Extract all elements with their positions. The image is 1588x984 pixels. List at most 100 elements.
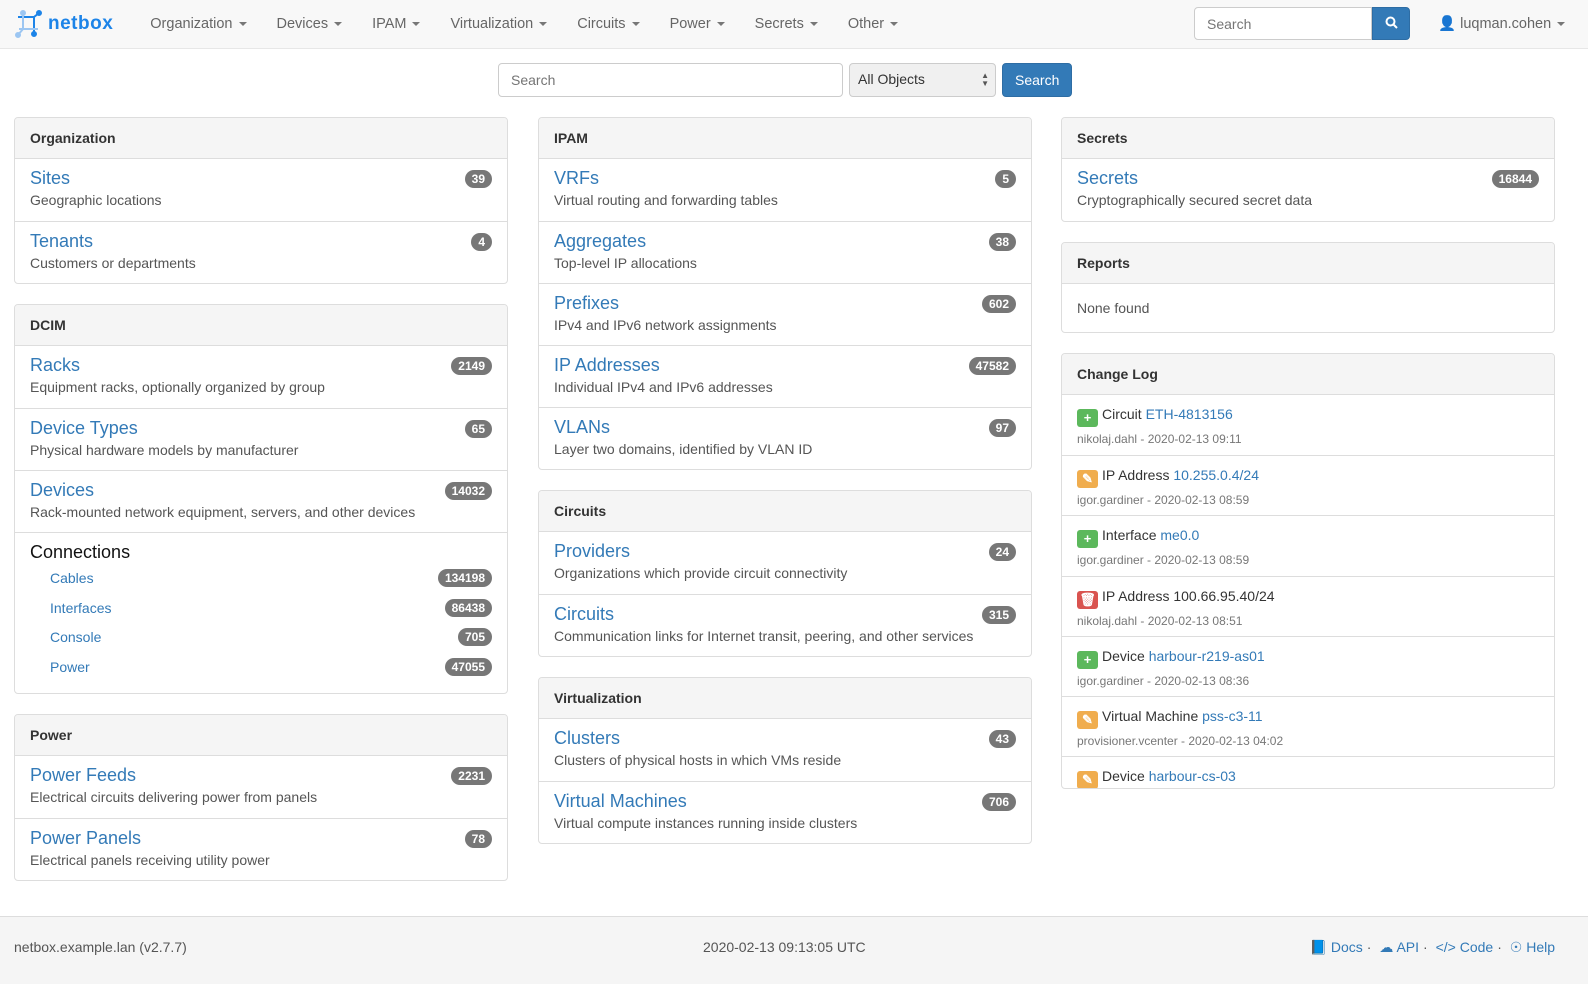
caret-down-icon: [539, 22, 548, 27]
count-badge: 5: [995, 170, 1016, 188]
user-menu[interactable]: 👤 luqman.cohen: [1438, 15, 1566, 32]
connection-link[interactable]: Console: [50, 629, 102, 645]
object-type: IP Address: [1102, 467, 1170, 484]
object-type-value: All Objects: [858, 71, 925, 87]
item-link[interactable]: Device Types: [30, 418, 138, 438]
global-search: All Objects ▲▼ Search: [498, 63, 1073, 97]
panel-ipam: IPAM VRFs Virtual routing and forwarding t…: [538, 117, 1032, 470]
empty-message: None found: [1077, 300, 1150, 316]
help-label: Help: [1526, 939, 1555, 955]
panel-body: Sites Geographic locations 39 Tenants Custom…: [15, 159, 507, 283]
footer-links: 📘 Docs · ☁ API · </> Code · ☉ Help: [1309, 939, 1555, 955]
nav-menu-circuits[interactable]: Circuits: [562, 16, 654, 32]
item-description: Cryptographically secured secret data: [1077, 192, 1313, 208]
object-type: Interface: [1102, 527, 1157, 544]
nav-menu-secrets[interactable]: Secrets: [740, 16, 833, 32]
code-icon: </>: [1435, 939, 1456, 955]
connections-title: Connections: [30, 542, 131, 562]
count-badge: 86438: [444, 598, 492, 617]
nav-menu-power[interactable]: Power: [655, 16, 740, 32]
list-item-device-types: Device Types Physical hardware models by …: [15, 408, 507, 470]
item-link[interactable]: Aggregates: [554, 231, 647, 251]
nav-menu-label: Devices: [276, 16, 329, 32]
book-icon: 📘: [1309, 939, 1327, 955]
nav-menu-other[interactable]: Other: [833, 16, 913, 32]
changelog-entry: ✎ Device harbour-cs-03: [1062, 756, 1554, 788]
list-item-clusters: Clusters Clusters of physical hosts in wh…: [539, 719, 1031, 781]
item-link[interactable]: Racks: [30, 355, 81, 375]
item-link[interactable]: VRFs: [554, 168, 599, 188]
nav-menu-devices[interactable]: Devices: [262, 16, 358, 32]
list-item-vlans: VLANs Layer two domains, identified by VL…: [539, 407, 1031, 469]
count-badge: 315: [981, 606, 1016, 624]
panel-body: Racks Equipment racks, optionally organiz…: [15, 346, 507, 693]
object-type-select[interactable]: All Objects ▲ ▼: [849, 63, 996, 97]
search-button[interactable]: Search: [1002, 63, 1073, 97]
search-icon: [1385, 16, 1398, 29]
object-link[interactable]: me0.0: [1160, 527, 1200, 544]
changelog-meta: nikolaj.dahl - 2020-02-13 08:51: [1077, 613, 1243, 628]
username: luqman.cohen: [1460, 16, 1552, 32]
connection-link[interactable]: Power: [50, 658, 90, 675]
object-link[interactable]: harbour-cs-03: [1148, 768, 1236, 785]
object-link[interactable]: pss-c3-11: [1202, 707, 1263, 724]
item-link[interactable]: Prefixes: [554, 293, 620, 313]
object-link[interactable]: ETH-4813156: [1145, 406, 1233, 422]
panel-power: Power Power Feeds Electrical circuits deli…: [14, 714, 508, 881]
nav-menu-virtualization[interactable]: Virtualization: [435, 16, 562, 32]
count-badge: 39: [464, 170, 492, 188]
docs-link[interactable]: 📘 Docs: [1310, 939, 1363, 955]
life-ring-icon: ☉: [1509, 939, 1523, 955]
pencil-icon: ✎: [1077, 771, 1098, 788]
nav-menu-ipam[interactable]: IPAM: [357, 16, 435, 32]
panel-change-log: Change Log + Circuit ETH-4813156 nikolaj.da…: [1061, 353, 1555, 789]
item-link[interactable]: Providers: [554, 541, 631, 561]
list-item-prefixes: Prefixes IPv4 and IPv6 network assignment…: [539, 283, 1031, 345]
count-badge: 65: [464, 420, 492, 438]
item-link[interactable]: Clusters: [554, 728, 621, 748]
search-input[interactable]: [498, 63, 843, 97]
changelog-entry: ✎ Virtual Machine pss-c3-11 provisioner.vc…: [1062, 695, 1554, 756]
pencil-icon: ✎: [1077, 470, 1098, 489]
item-description: Individual IPv4 and IPv6 addresses: [554, 379, 773, 395]
item-description: Geographic locations: [30, 192, 162, 208]
navbar-search-button[interactable]: [1372, 7, 1410, 40]
count-badge: 706: [981, 793, 1016, 811]
navbar-search-input[interactable]: [1194, 7, 1372, 40]
item-link[interactable]: Secrets: [1077, 168, 1139, 188]
item-link[interactable]: Tenants: [30, 231, 94, 251]
object-type: Device: [1102, 647, 1145, 664]
panel-body: Clusters Clusters of physical hosts in wh…: [539, 719, 1031, 843]
item-link[interactable]: Sites: [30, 168, 71, 188]
connection-link[interactable]: Interfaces: [50, 599, 112, 616]
item-description: Electrical panels receiving utility powe…: [30, 852, 270, 868]
panel-heading: IPAM: [539, 118, 1031, 159]
list-item-circuits: Circuits Communication links for Internet…: [539, 594, 1031, 656]
panel-heading: Change Log: [1062, 354, 1554, 395]
item-link[interactable]: VLANs: [554, 417, 611, 437]
docs-label: Docs: [1330, 939, 1363, 955]
netbox-logo[interactable]: netbox: [14, 10, 113, 38]
navbar-search: [1194, 7, 1410, 40]
connection-link[interactable]: Cables: [50, 570, 94, 586]
item-link[interactable]: Power Feeds: [30, 765, 137, 785]
item-description: Electrical circuits delivering power fro…: [30, 789, 318, 805]
code-link[interactable]: </> Code: [1436, 939, 1494, 955]
help-link[interactable]: ☉ Help: [1510, 939, 1555, 955]
object-link[interactable]: harbour-r219-as01: [1148, 647, 1265, 664]
item-link[interactable]: Power Panels: [30, 828, 142, 848]
api-link[interactable]: ☁ API: [1379, 939, 1419, 955]
item-link[interactable]: Devices: [30, 480, 95, 500]
item-link[interactable]: Virtual Machines: [554, 791, 687, 811]
item-link[interactable]: IP Addresses: [554, 355, 660, 375]
column-2: Secrets Secrets Cryptographically secured …: [1061, 117, 1555, 809]
changelog-meta: igor.gardiner - 2020-02-13 08:59: [1077, 493, 1250, 508]
nav-menu-organization[interactable]: Organization: [135, 16, 261, 32]
column-1: IPAM VRFs Virtual routing and forwarding t…: [538, 117, 1032, 864]
item-link[interactable]: Circuits: [554, 604, 615, 624]
panel-heading: Organization: [15, 118, 507, 159]
item-description: Organizations which provide circuit conn…: [554, 565, 848, 581]
list-item-racks: Racks Equipment racks, optionally organiz…: [15, 346, 507, 408]
list-item-tenants: Tenants Customers or departments 4: [15, 221, 507, 283]
object-link[interactable]: 10.255.0.4/24: [1173, 467, 1259, 484]
